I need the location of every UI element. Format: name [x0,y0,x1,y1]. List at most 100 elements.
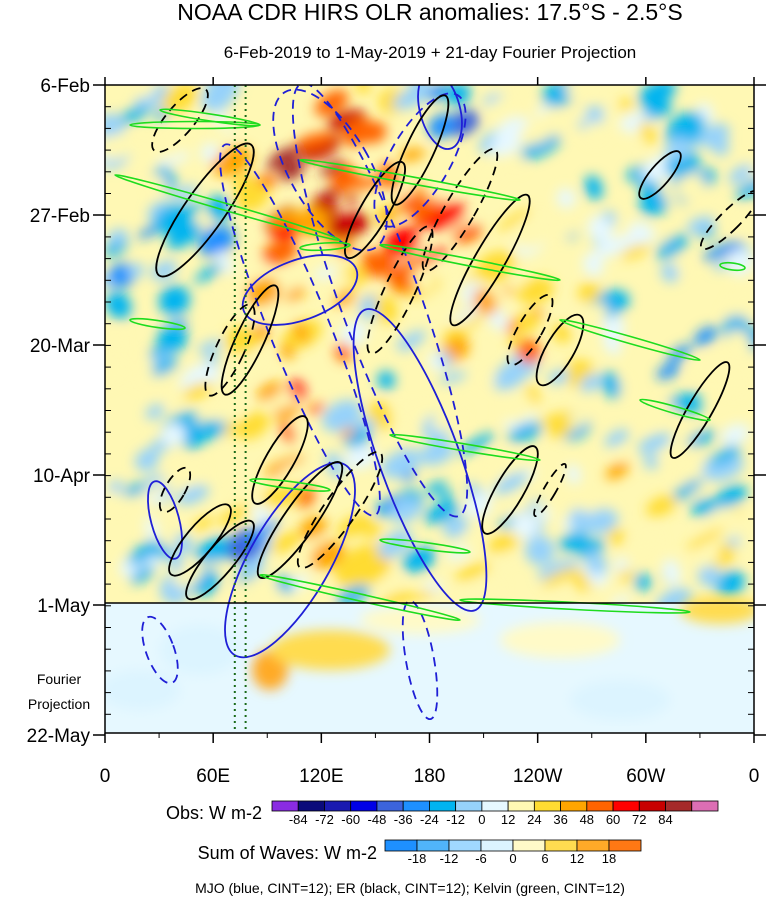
obs-anomaly-blob [455,562,491,581]
obs-anomaly-blob [204,120,238,139]
obs-anomaly-blob [604,429,629,447]
obs-anomaly-blob [138,85,155,99]
obs-anomaly-blob [105,133,133,160]
obs-anomaly-blob [237,411,270,440]
obs-anomaly-blob [228,352,268,379]
colorbar-level-label: 12 [570,851,584,866]
obs-anomaly-blob [375,295,398,324]
colorbar-swatch [533,800,561,812]
obs-anomaly-blob [325,452,345,478]
obs-anomaly-blob [627,533,661,555]
projection-anomaly-blob [500,622,620,658]
colorbar-level-label: -12 [446,812,465,827]
colorbar-level-label: -84 [289,812,308,827]
obs-anomaly-blob [662,559,681,586]
er-contour [158,466,192,514]
colorbar-level-label: 36 [553,812,567,827]
kelvin-contour [639,398,711,422]
er-contour [296,451,384,569]
er-contour [344,160,406,260]
obs-anomaly-blob [335,585,370,605]
x-tick-label: 120W [513,766,563,787]
colorbar-swatch [665,800,693,812]
colorbar-level-label: -12 [440,851,459,866]
observed-anomaly-field [105,85,754,618]
obs-anomaly-blob [390,404,409,419]
er-contour [155,142,255,278]
y-tick-label: 10-Apr [33,466,91,487]
er-contour [421,148,499,272]
obs-anomaly-blob [692,545,721,569]
obs-anomaly-blob [276,575,293,594]
colorbar-swatch [608,839,642,852]
obs-anomaly-blob [579,373,603,392]
obs-anomaly-blob [608,527,625,546]
obs-anomaly-blob [439,371,467,384]
obs-anomaly-blob [185,420,227,442]
obs-anomaly-blob [569,303,608,327]
obs-anomaly-blob [359,296,382,320]
obs-anomaly-blob [331,173,363,194]
obs-anomaly-blob [473,288,498,316]
obs-anomaly-blob [399,147,418,162]
obs-anomaly-blob [443,516,469,538]
reference-longitude-lines [233,85,247,733]
obs-anomaly-blob [634,573,651,591]
projection-anomaly-blob [680,596,754,624]
colorbar-swatch [586,800,614,812]
obs-anomaly-blob [566,464,581,485]
obs-anomaly-blob [135,448,160,472]
colorbar-level-label: 60 [606,812,620,827]
obs-anomaly-blob [293,320,309,343]
kelvin-contour [389,433,541,462]
x-tick-label: 120E [299,766,343,787]
kelvin-contour [114,174,341,241]
er-contour [366,225,434,355]
colorbar-level-label: -18 [408,851,427,866]
obs-anomaly-blob [380,575,401,594]
y-tick-label: 20-Mar [30,336,91,357]
obs-anomaly-blob [693,326,718,346]
obs-anomaly-blob [573,110,588,122]
colorbar-level-label: -6 [475,851,487,866]
projection-anomaly-blob [160,625,240,675]
obs-anomaly-blob [294,132,336,151]
contour-legend-footer: MJO (blue, CINT=12); ER (black, CINT=12)… [195,880,625,896]
obs-anomaly-blob [458,432,495,456]
colorbar-level-label: 24 [527,812,541,827]
obs-anomaly-blob [213,398,245,423]
chart-subtitle: 6-Feb-2019 to 1-May-2019 + 21-day Fourie… [224,43,636,62]
obs-anomaly-blob [721,423,750,445]
obs-anomaly-blob [537,559,580,581]
kelvin-contour [259,573,461,622]
kelvin-contour [159,108,261,127]
mjo-contour [219,143,381,517]
obs-anomaly-blob [135,478,175,502]
obs-anomaly-blob [200,143,220,162]
colorbar-swatch [429,800,457,812]
obs-anomaly-blob [108,480,124,493]
obs-anomaly-blob [714,485,748,508]
obs-anomaly-blob [483,91,504,106]
colorbar-level-label: 18 [602,851,616,866]
obs-anomaly-blob [488,551,517,569]
obs-anomaly-blob [602,371,621,399]
obs-anomaly-blob [494,472,527,495]
obs-anomaly-blob [397,590,438,605]
obs-anomaly-blob [427,85,449,101]
obs-anomaly-blob [344,444,378,470]
obs-anomaly-blob [711,137,730,156]
kelvin-contour [559,318,701,362]
obs-anomaly-blob [414,247,448,264]
obs-anomaly-blob [337,514,373,538]
waves-colorbar-label: Sum of Waves: W m-2 [198,843,377,863]
colorbar-swatch [481,800,509,812]
mjo-contour [352,308,488,612]
projection-label-line2: Projection [28,696,90,712]
obs-anomaly-blob [676,460,711,479]
kelvin-contour [249,478,331,492]
obs-colorbar-label: Obs: W m-2 [166,803,262,823]
obs-anomaly-blob [206,85,240,103]
obs-anomaly-blob [151,357,178,377]
